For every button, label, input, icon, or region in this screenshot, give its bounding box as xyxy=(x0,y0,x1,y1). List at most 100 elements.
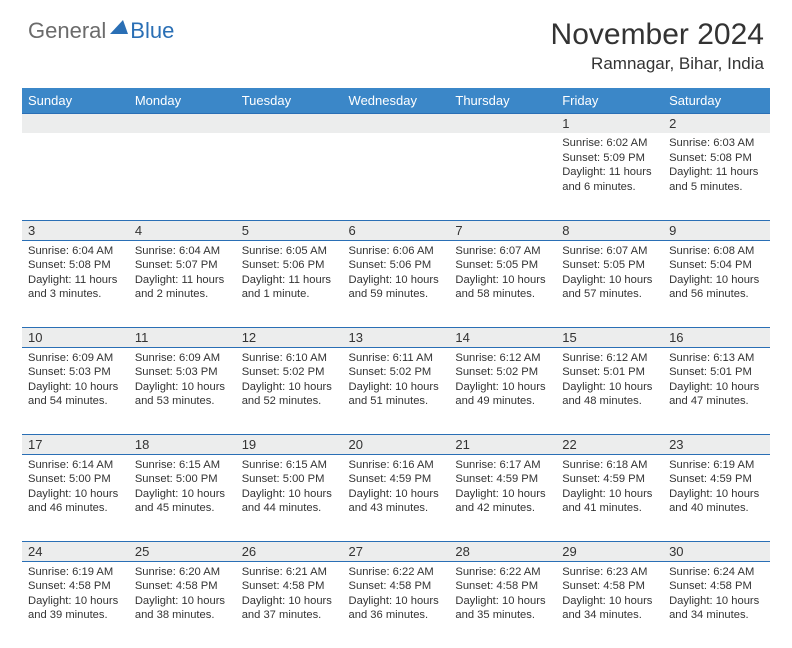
day-number-cell: 25 xyxy=(129,541,236,561)
day-number-cell: 11 xyxy=(129,327,236,347)
day-details: Sunrise: 6:10 AMSunset: 5:02 PMDaylight:… xyxy=(236,348,343,413)
content-row: Sunrise: 6:02 AMSunset: 5:09 PMDaylight:… xyxy=(22,133,770,220)
daynum-row: 12 xyxy=(22,114,770,134)
daynum-row: 24252627282930 xyxy=(22,541,770,561)
day-details: Sunrise: 6:16 AMSunset: 4:59 PMDaylight:… xyxy=(343,455,450,520)
day-details: Sunrise: 6:19 AMSunset: 4:58 PMDaylight:… xyxy=(22,562,129,627)
day-content-cell: Sunrise: 6:07 AMSunset: 5:05 PMDaylight:… xyxy=(449,240,556,327)
day-content-cell: Sunrise: 6:21 AMSunset: 4:58 PMDaylight:… xyxy=(236,561,343,648)
day-details: Sunrise: 6:05 AMSunset: 5:06 PMDaylight:… xyxy=(236,241,343,306)
month-title: November 2024 xyxy=(551,18,764,52)
day-content-cell: Sunrise: 6:16 AMSunset: 4:59 PMDaylight:… xyxy=(343,454,450,541)
day-number-cell: 28 xyxy=(449,541,556,561)
day-content-cell: Sunrise: 6:19 AMSunset: 4:58 PMDaylight:… xyxy=(22,561,129,648)
day-content-cell: Sunrise: 6:09 AMSunset: 5:03 PMDaylight:… xyxy=(22,347,129,434)
content-row: Sunrise: 6:14 AMSunset: 5:00 PMDaylight:… xyxy=(22,454,770,541)
day-details: Sunrise: 6:20 AMSunset: 4:58 PMDaylight:… xyxy=(129,562,236,627)
day-number-cell: 2 xyxy=(663,114,770,134)
day-content-cell xyxy=(22,133,129,220)
day-details: Sunrise: 6:13 AMSunset: 5:01 PMDaylight:… xyxy=(663,348,770,413)
day-number-cell: 23 xyxy=(663,434,770,454)
day-number-cell: 7 xyxy=(449,220,556,240)
day-details: Sunrise: 6:08 AMSunset: 5:04 PMDaylight:… xyxy=(663,241,770,306)
day-content-cell xyxy=(129,133,236,220)
weekday-header: Tuesday xyxy=(236,88,343,114)
day-details: Sunrise: 6:21 AMSunset: 4:58 PMDaylight:… xyxy=(236,562,343,627)
day-details: Sunrise: 6:04 AMSunset: 5:08 PMDaylight:… xyxy=(22,241,129,306)
daynum-row: 17181920212223 xyxy=(22,434,770,454)
logo: General Blue xyxy=(28,18,174,44)
day-content-cell: Sunrise: 6:23 AMSunset: 4:58 PMDaylight:… xyxy=(556,561,663,648)
content-row: Sunrise: 6:19 AMSunset: 4:58 PMDaylight:… xyxy=(22,561,770,648)
day-details: Sunrise: 6:04 AMSunset: 5:07 PMDaylight:… xyxy=(129,241,236,306)
day-content-cell: Sunrise: 6:14 AMSunset: 5:00 PMDaylight:… xyxy=(22,454,129,541)
day-number-cell: 5 xyxy=(236,220,343,240)
title-block: November 2024 Ramnagar, Bihar, India xyxy=(551,18,764,74)
daynum-row: 3456789 xyxy=(22,220,770,240)
day-content-cell: Sunrise: 6:05 AMSunset: 5:06 PMDaylight:… xyxy=(236,240,343,327)
day-details: Sunrise: 6:15 AMSunset: 5:00 PMDaylight:… xyxy=(236,455,343,520)
day-number-cell: 14 xyxy=(449,327,556,347)
day-number-cell: 3 xyxy=(22,220,129,240)
day-content-cell: Sunrise: 6:24 AMSunset: 4:58 PMDaylight:… xyxy=(663,561,770,648)
day-number-cell xyxy=(236,114,343,134)
day-number-cell xyxy=(449,114,556,134)
day-number-cell: 29 xyxy=(556,541,663,561)
day-content-cell: Sunrise: 6:11 AMSunset: 5:02 PMDaylight:… xyxy=(343,347,450,434)
calendar-table: Sunday Monday Tuesday Wednesday Thursday… xyxy=(22,88,770,648)
day-content-cell: Sunrise: 6:13 AMSunset: 5:01 PMDaylight:… xyxy=(663,347,770,434)
day-number-cell: 16 xyxy=(663,327,770,347)
logo-text-blue: Blue xyxy=(130,18,174,44)
day-content-cell: Sunrise: 6:04 AMSunset: 5:08 PMDaylight:… xyxy=(22,240,129,327)
day-content-cell: Sunrise: 6:03 AMSunset: 5:08 PMDaylight:… xyxy=(663,133,770,220)
daynum-row: 10111213141516 xyxy=(22,327,770,347)
day-number-cell: 24 xyxy=(22,541,129,561)
day-number-cell: 8 xyxy=(556,220,663,240)
weekday-header: Friday xyxy=(556,88,663,114)
day-content-cell: Sunrise: 6:22 AMSunset: 4:58 PMDaylight:… xyxy=(449,561,556,648)
weekday-header: Thursday xyxy=(449,88,556,114)
day-content-cell: Sunrise: 6:17 AMSunset: 4:59 PMDaylight:… xyxy=(449,454,556,541)
day-details: Sunrise: 6:14 AMSunset: 5:00 PMDaylight:… xyxy=(22,455,129,520)
day-number-cell: 12 xyxy=(236,327,343,347)
day-details: Sunrise: 6:03 AMSunset: 5:08 PMDaylight:… xyxy=(663,133,770,198)
day-details: Sunrise: 6:12 AMSunset: 5:01 PMDaylight:… xyxy=(556,348,663,413)
content-row: Sunrise: 6:04 AMSunset: 5:08 PMDaylight:… xyxy=(22,240,770,327)
day-details: Sunrise: 6:23 AMSunset: 4:58 PMDaylight:… xyxy=(556,562,663,627)
day-number-cell xyxy=(22,114,129,134)
weekday-header: Monday xyxy=(129,88,236,114)
day-content-cell: Sunrise: 6:22 AMSunset: 4:58 PMDaylight:… xyxy=(343,561,450,648)
day-content-cell xyxy=(236,133,343,220)
day-number-cell: 19 xyxy=(236,434,343,454)
day-content-cell: Sunrise: 6:02 AMSunset: 5:09 PMDaylight:… xyxy=(556,133,663,220)
day-details: Sunrise: 6:07 AMSunset: 5:05 PMDaylight:… xyxy=(449,241,556,306)
day-number-cell: 30 xyxy=(663,541,770,561)
day-number-cell: 10 xyxy=(22,327,129,347)
day-content-cell: Sunrise: 6:09 AMSunset: 5:03 PMDaylight:… xyxy=(129,347,236,434)
day-number-cell: 26 xyxy=(236,541,343,561)
day-number-cell: 15 xyxy=(556,327,663,347)
day-details: Sunrise: 6:07 AMSunset: 5:05 PMDaylight:… xyxy=(556,241,663,306)
day-number-cell: 18 xyxy=(129,434,236,454)
day-details: Sunrise: 6:09 AMSunset: 5:03 PMDaylight:… xyxy=(129,348,236,413)
day-number-cell: 17 xyxy=(22,434,129,454)
day-number-cell: 13 xyxy=(343,327,450,347)
day-details: Sunrise: 6:22 AMSunset: 4:58 PMDaylight:… xyxy=(343,562,450,627)
day-content-cell: Sunrise: 6:19 AMSunset: 4:59 PMDaylight:… xyxy=(663,454,770,541)
logo-text-general: General xyxy=(28,18,106,44)
header: General Blue November 2024 Ramnagar, Bih… xyxy=(0,0,792,82)
weekday-header: Sunday xyxy=(22,88,129,114)
weekday-header: Wednesday xyxy=(343,88,450,114)
day-content-cell: Sunrise: 6:18 AMSunset: 4:59 PMDaylight:… xyxy=(556,454,663,541)
day-details: Sunrise: 6:24 AMSunset: 4:58 PMDaylight:… xyxy=(663,562,770,627)
day-content-cell: Sunrise: 6:07 AMSunset: 5:05 PMDaylight:… xyxy=(556,240,663,327)
day-details: Sunrise: 6:02 AMSunset: 5:09 PMDaylight:… xyxy=(556,133,663,198)
day-number-cell: 6 xyxy=(343,220,450,240)
day-content-cell: Sunrise: 6:20 AMSunset: 4:58 PMDaylight:… xyxy=(129,561,236,648)
day-number-cell xyxy=(129,114,236,134)
day-details: Sunrise: 6:15 AMSunset: 5:00 PMDaylight:… xyxy=(129,455,236,520)
day-details: Sunrise: 6:09 AMSunset: 5:03 PMDaylight:… xyxy=(22,348,129,413)
day-details: Sunrise: 6:11 AMSunset: 5:02 PMDaylight:… xyxy=(343,348,450,413)
day-content-cell: Sunrise: 6:06 AMSunset: 5:06 PMDaylight:… xyxy=(343,240,450,327)
day-details: Sunrise: 6:17 AMSunset: 4:59 PMDaylight:… xyxy=(449,455,556,520)
